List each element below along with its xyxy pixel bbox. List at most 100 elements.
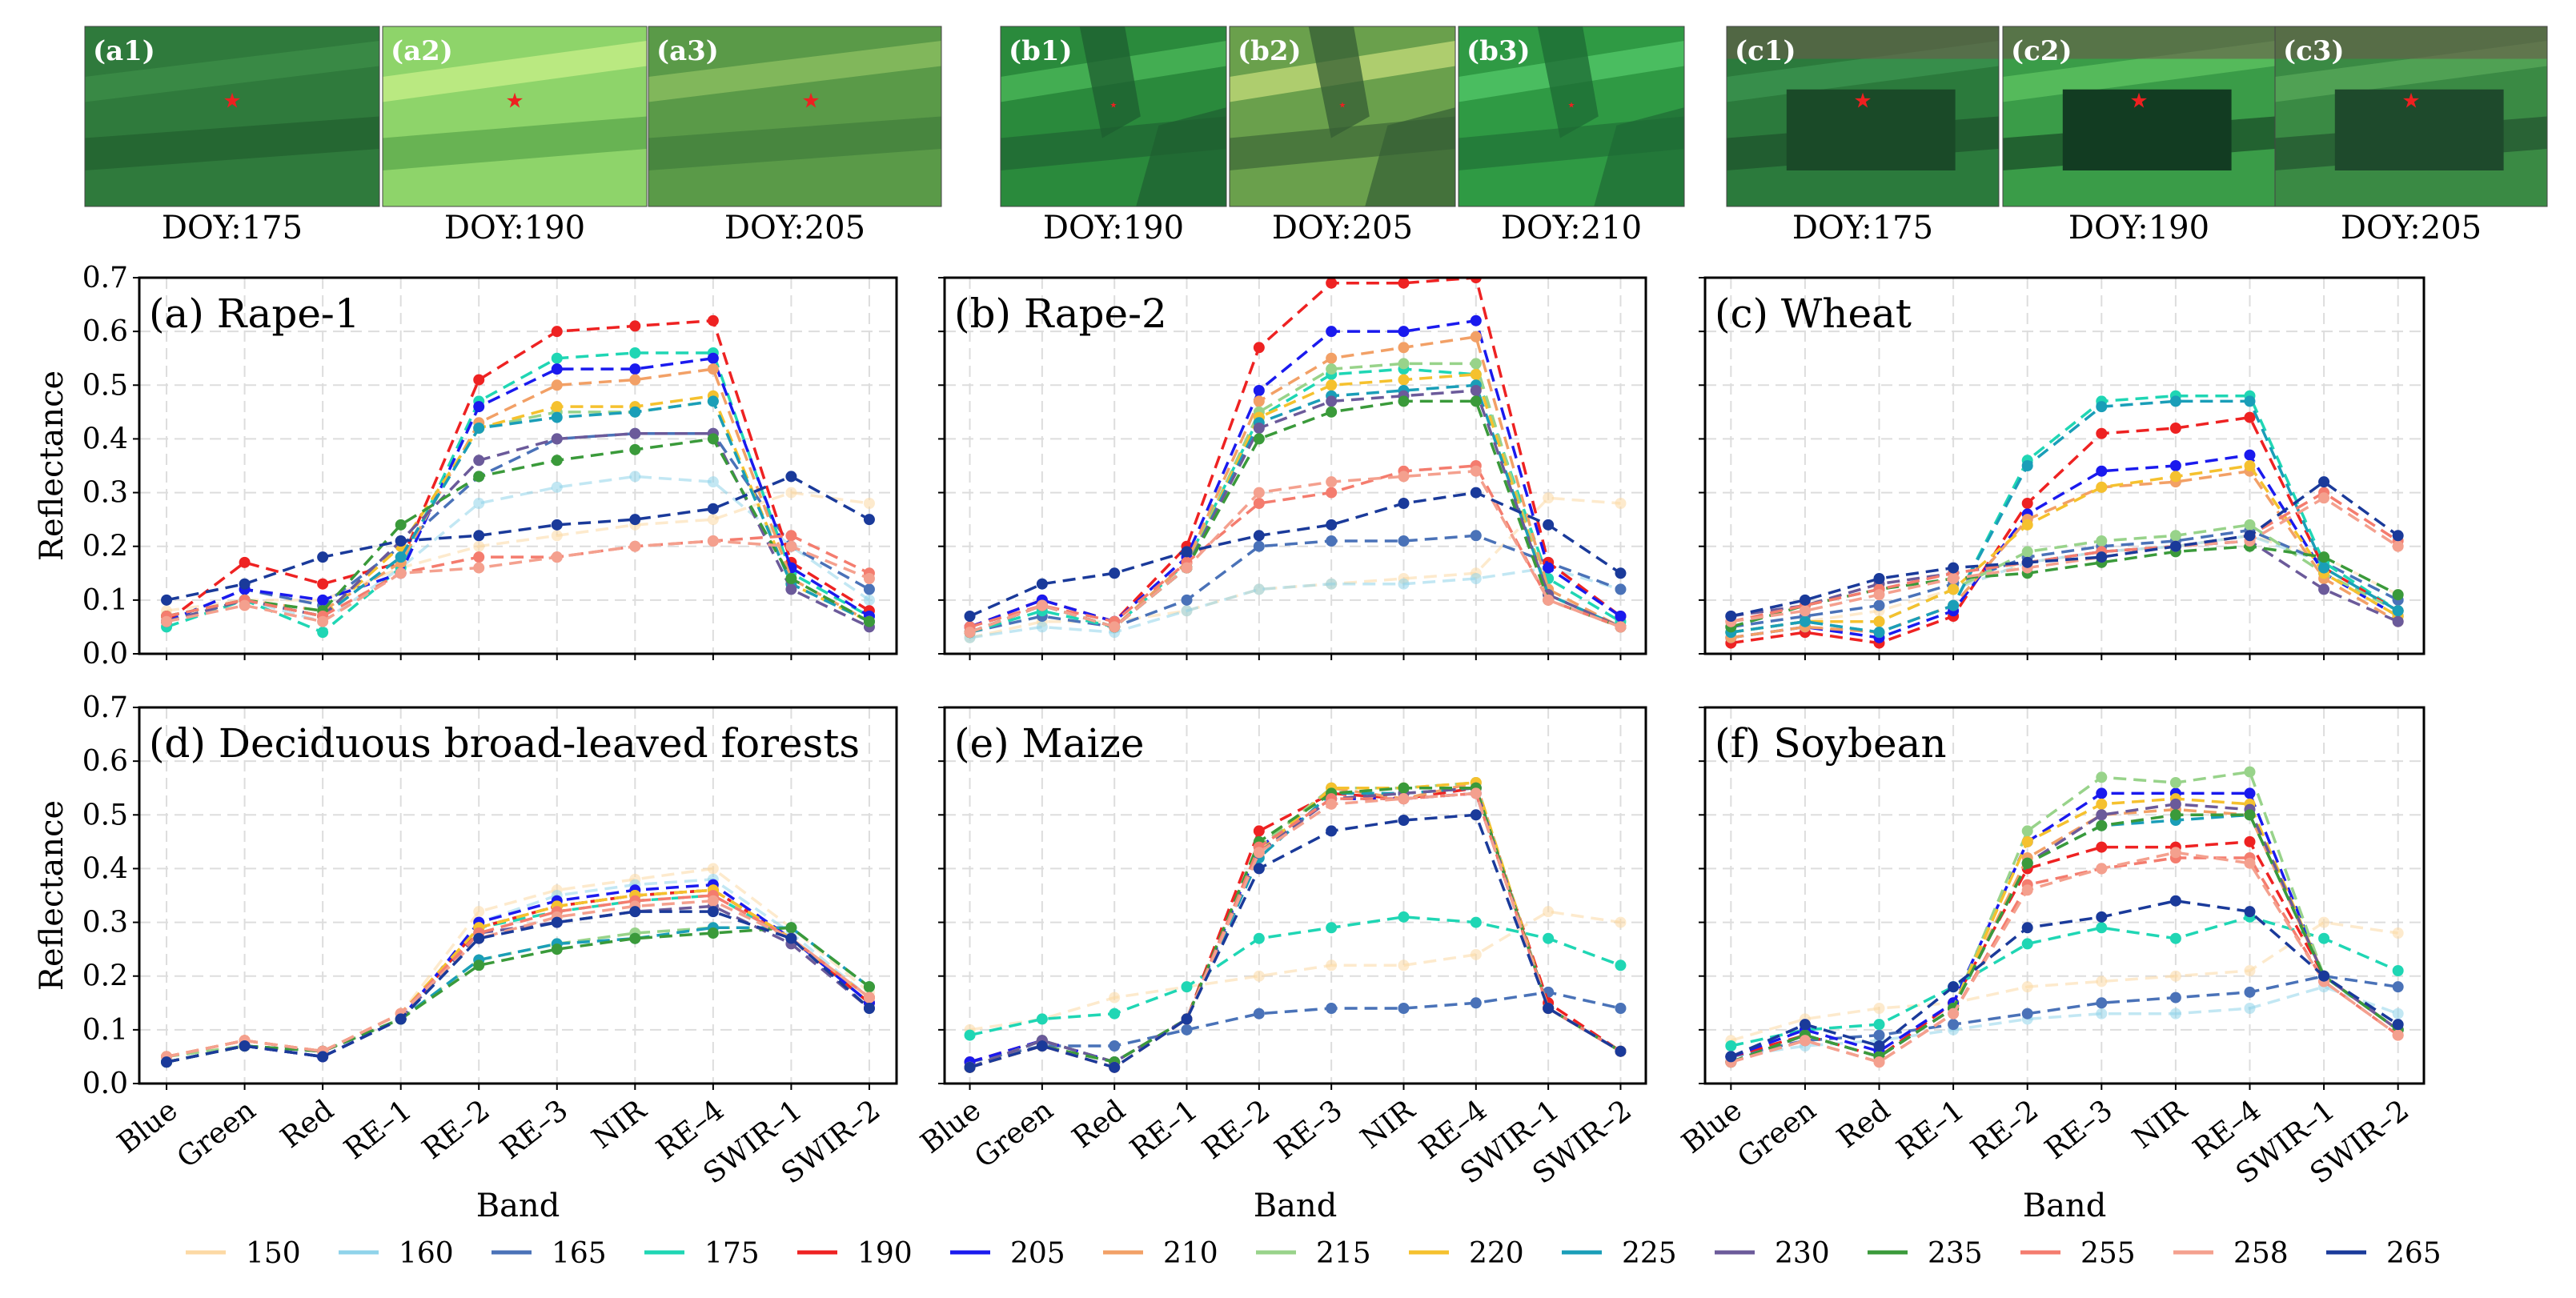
data-point-258 xyxy=(2392,540,2404,552)
data-point-265 xyxy=(707,503,719,515)
thumbnail-tag: (a1) xyxy=(93,35,155,67)
data-point-265 xyxy=(239,578,251,590)
series-line-205 xyxy=(166,883,871,1064)
data-point-160 xyxy=(2169,1008,2181,1020)
data-point-220 xyxy=(2169,471,2181,483)
data-point-190 xyxy=(1398,278,1410,289)
data-point-220 xyxy=(2096,481,2108,493)
thumbnail-tag: (a2) xyxy=(391,35,453,67)
data-point-205 xyxy=(2096,465,2108,477)
data-point-265 xyxy=(239,1040,251,1052)
data-point-175 xyxy=(629,347,641,359)
data-point-265 xyxy=(863,514,875,526)
data-point-265 xyxy=(1253,530,1265,542)
data-point-265 xyxy=(2318,970,2330,982)
data-point-225 xyxy=(395,551,407,563)
series-line-258 xyxy=(166,899,871,1059)
data-point-265 xyxy=(473,932,485,944)
legend-label: 225 xyxy=(1622,1237,1677,1270)
thumbnail-9: (c3) ★ DOY:205 xyxy=(2274,26,2548,246)
data-point-220 xyxy=(1398,374,1410,386)
series-line-160 xyxy=(969,566,1621,639)
series-line-175 xyxy=(969,915,1622,1037)
data-point-165 xyxy=(2244,986,2256,998)
data-point-255 xyxy=(1326,487,1338,499)
x-tick-label: RE–1 xyxy=(339,1094,419,1166)
y-tick-label: 0.0 xyxy=(82,638,128,671)
data-point-258 xyxy=(1543,594,1555,606)
data-point-258 xyxy=(161,615,173,627)
series-line-160 xyxy=(166,878,871,1064)
legend-label: 235 xyxy=(1928,1237,1983,1270)
data-point-175 xyxy=(1253,932,1265,944)
series-line-235 xyxy=(1730,544,2399,629)
data-point-265 xyxy=(629,514,641,526)
data-point-230 xyxy=(629,427,641,439)
data-point-165 xyxy=(2392,981,2404,993)
data-point-205 xyxy=(317,594,329,606)
series-line-220 xyxy=(969,781,1622,1069)
data-point-235 xyxy=(551,943,563,955)
data-point-235 xyxy=(785,922,797,934)
thumbnail-frame xyxy=(382,26,648,207)
series-line-175 xyxy=(166,351,870,635)
data-point-265 xyxy=(1873,1040,1885,1052)
data-point-175 xyxy=(1326,922,1338,934)
field-strip xyxy=(2003,26,2275,59)
plot-frame xyxy=(943,706,1647,1085)
y-tick-label: 0.4 xyxy=(82,423,128,455)
data-point-258 xyxy=(1326,798,1338,810)
data-point-230 xyxy=(551,433,563,445)
y-tick-label: 0.1 xyxy=(82,1014,128,1047)
data-point-210 xyxy=(1326,352,1338,364)
data-point-265 xyxy=(863,1003,875,1014)
x-axis-label: Band xyxy=(2023,1188,2107,1224)
series-line-190 xyxy=(1731,415,2399,645)
y-tick-label: 0.5 xyxy=(82,369,128,402)
data-point-190 xyxy=(1253,342,1265,354)
series-line-220 xyxy=(969,373,1622,634)
data-point-265 xyxy=(2244,530,2256,542)
x-tick-label: RE–2 xyxy=(1197,1094,1277,1166)
data-point-265 xyxy=(1181,1013,1193,1025)
data-point-265 xyxy=(395,1013,407,1025)
x-tick-label: RE–1 xyxy=(1891,1094,1971,1166)
data-point-215 xyxy=(1470,358,1482,370)
thumbnail-frame xyxy=(1458,26,1685,207)
series-line-230 xyxy=(1730,803,2399,1064)
data-point-258 xyxy=(1615,621,1627,633)
data-point-258 xyxy=(2318,492,2330,504)
data-point-235 xyxy=(1398,782,1410,794)
field-shadow xyxy=(1537,26,1599,138)
data-point-265 xyxy=(707,906,719,918)
data-point-265 xyxy=(2021,556,2033,568)
chart-panel-1: 0.0 0.1 0.2 0.3 0.4 0.5 0.6 0.7 Reflectance (a) R… xyxy=(34,262,898,671)
data-point-220 xyxy=(2096,798,2108,810)
data-point-258 xyxy=(2169,847,2181,859)
series-group xyxy=(964,777,1627,1073)
series-line-210 xyxy=(1731,469,2399,639)
data-point-265 xyxy=(161,1056,173,1068)
data-point-258 xyxy=(1109,621,1121,633)
y-axis-label: Reflectance xyxy=(34,800,70,991)
data-point-225 xyxy=(1873,627,1885,639)
series-line-255 xyxy=(166,534,870,618)
data-point-165 xyxy=(2096,997,2108,1009)
thumbnail-frame xyxy=(84,26,380,207)
legend-label: 190 xyxy=(857,1237,913,1270)
data-point-265 xyxy=(1470,809,1482,821)
data-point-215 xyxy=(2169,530,2181,542)
data-point-265 xyxy=(395,535,407,547)
data-point-235 xyxy=(863,981,875,993)
legend-label: 175 xyxy=(704,1237,760,1270)
data-point-150 xyxy=(863,498,875,509)
y-tick-label: 0.2 xyxy=(82,531,128,563)
series-line-258 xyxy=(1730,851,2399,1064)
data-point-230 xyxy=(1253,423,1265,434)
thumbnail-doy: DOY:205 xyxy=(724,210,865,246)
series-group xyxy=(161,314,875,639)
data-point-190 xyxy=(707,314,719,327)
data-point-258 xyxy=(1181,562,1193,574)
data-point-265 xyxy=(1326,825,1338,837)
